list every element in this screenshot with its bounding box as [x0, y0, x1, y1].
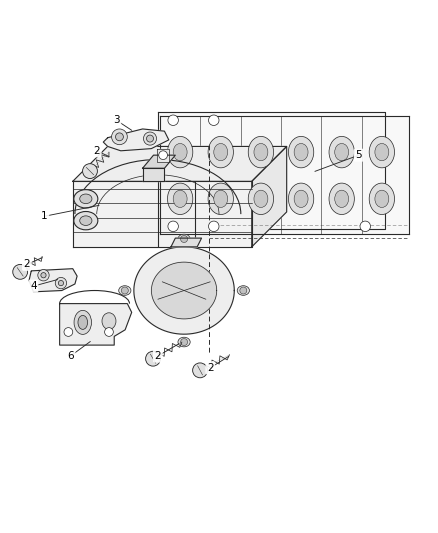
Circle shape — [13, 264, 28, 279]
Circle shape — [83, 164, 97, 179]
Polygon shape — [103, 129, 169, 151]
Circle shape — [208, 115, 219, 125]
Ellipse shape — [102, 313, 116, 329]
Ellipse shape — [369, 183, 395, 215]
Circle shape — [147, 135, 153, 142]
Ellipse shape — [208, 136, 233, 168]
Circle shape — [240, 287, 247, 294]
Ellipse shape — [74, 190, 98, 208]
Polygon shape — [60, 304, 132, 345]
Circle shape — [144, 132, 156, 145]
Ellipse shape — [167, 136, 193, 168]
Text: 1: 1 — [41, 211, 48, 221]
Ellipse shape — [178, 337, 190, 347]
Polygon shape — [152, 262, 217, 319]
Text: 4: 4 — [30, 281, 37, 291]
Circle shape — [168, 221, 178, 231]
Polygon shape — [134, 247, 234, 334]
Circle shape — [180, 338, 187, 345]
Polygon shape — [143, 155, 175, 168]
Polygon shape — [73, 181, 252, 247]
Ellipse shape — [254, 190, 268, 207]
Ellipse shape — [254, 143, 268, 161]
Circle shape — [193, 363, 208, 378]
Ellipse shape — [173, 190, 187, 207]
Circle shape — [58, 280, 64, 286]
Ellipse shape — [80, 194, 92, 204]
Polygon shape — [143, 168, 164, 181]
Circle shape — [121, 287, 128, 294]
Text: 2: 2 — [155, 351, 161, 361]
Text: 5: 5 — [355, 150, 362, 160]
Circle shape — [116, 133, 124, 141]
Ellipse shape — [74, 212, 98, 230]
Circle shape — [105, 328, 113, 336]
Ellipse shape — [167, 183, 193, 215]
Ellipse shape — [78, 316, 88, 329]
Ellipse shape — [329, 136, 354, 168]
Ellipse shape — [288, 183, 314, 215]
Ellipse shape — [248, 136, 274, 168]
Circle shape — [168, 115, 178, 125]
Polygon shape — [160, 116, 409, 234]
Circle shape — [145, 351, 160, 366]
Ellipse shape — [375, 143, 389, 161]
Circle shape — [180, 236, 187, 243]
Circle shape — [41, 272, 46, 278]
Text: 3: 3 — [113, 115, 120, 125]
Ellipse shape — [173, 143, 187, 161]
Ellipse shape — [288, 136, 314, 168]
Ellipse shape — [208, 183, 233, 215]
Ellipse shape — [178, 234, 190, 244]
Ellipse shape — [248, 183, 274, 215]
Circle shape — [64, 328, 73, 336]
Circle shape — [208, 221, 219, 231]
Text: 6: 6 — [67, 351, 74, 361]
Polygon shape — [29, 269, 77, 292]
Ellipse shape — [294, 143, 308, 161]
Ellipse shape — [80, 216, 92, 225]
Ellipse shape — [335, 143, 349, 161]
Text: 2: 2 — [24, 260, 30, 269]
Ellipse shape — [74, 310, 92, 334]
Ellipse shape — [214, 143, 228, 161]
Ellipse shape — [329, 183, 354, 215]
Ellipse shape — [237, 286, 249, 295]
Polygon shape — [157, 149, 169, 161]
Ellipse shape — [119, 286, 131, 295]
Ellipse shape — [375, 190, 389, 207]
Polygon shape — [73, 147, 287, 181]
Circle shape — [360, 221, 371, 231]
Circle shape — [55, 277, 67, 289]
Circle shape — [38, 270, 49, 281]
Ellipse shape — [214, 190, 228, 207]
Ellipse shape — [294, 190, 308, 207]
Polygon shape — [158, 111, 385, 229]
Polygon shape — [171, 238, 201, 247]
Ellipse shape — [369, 136, 395, 168]
Circle shape — [112, 129, 127, 144]
Ellipse shape — [335, 190, 349, 207]
Text: 2: 2 — [93, 146, 100, 156]
Text: 2: 2 — [207, 363, 214, 373]
Polygon shape — [252, 147, 287, 247]
Circle shape — [159, 151, 167, 159]
